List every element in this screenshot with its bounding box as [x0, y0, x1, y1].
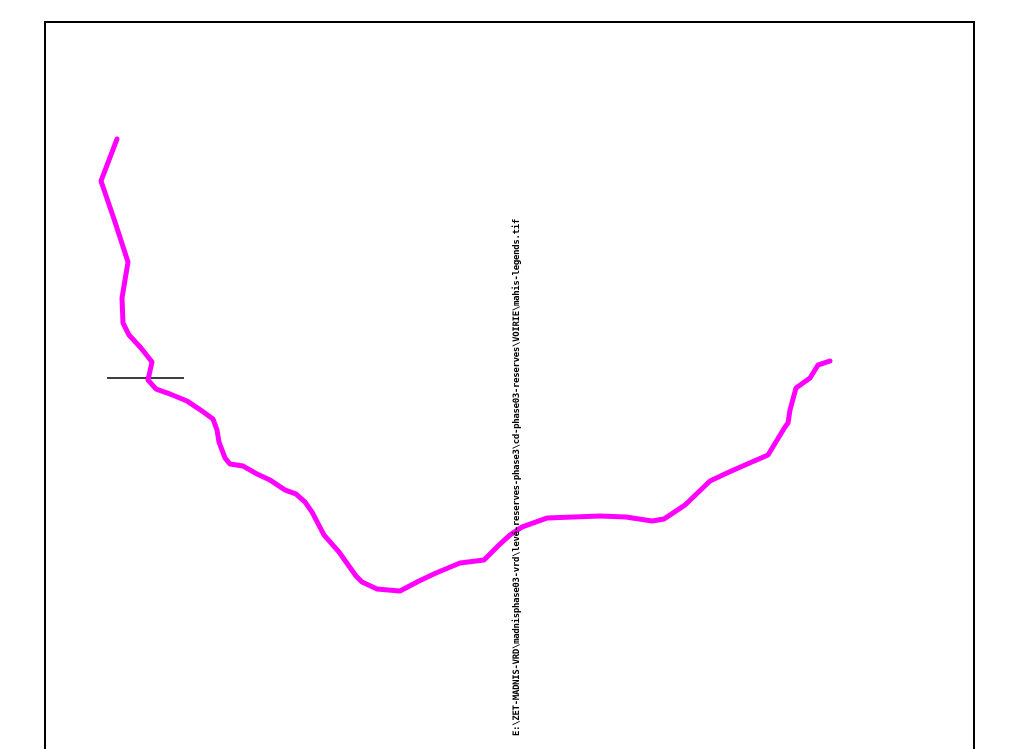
drawing-frame — [44, 21, 975, 749]
road-centerline — [98, 136, 833, 594]
file-path-label: E:\ZET-MADNIS-VRD\madnisphase03-vrd\levé… — [511, 219, 522, 736]
